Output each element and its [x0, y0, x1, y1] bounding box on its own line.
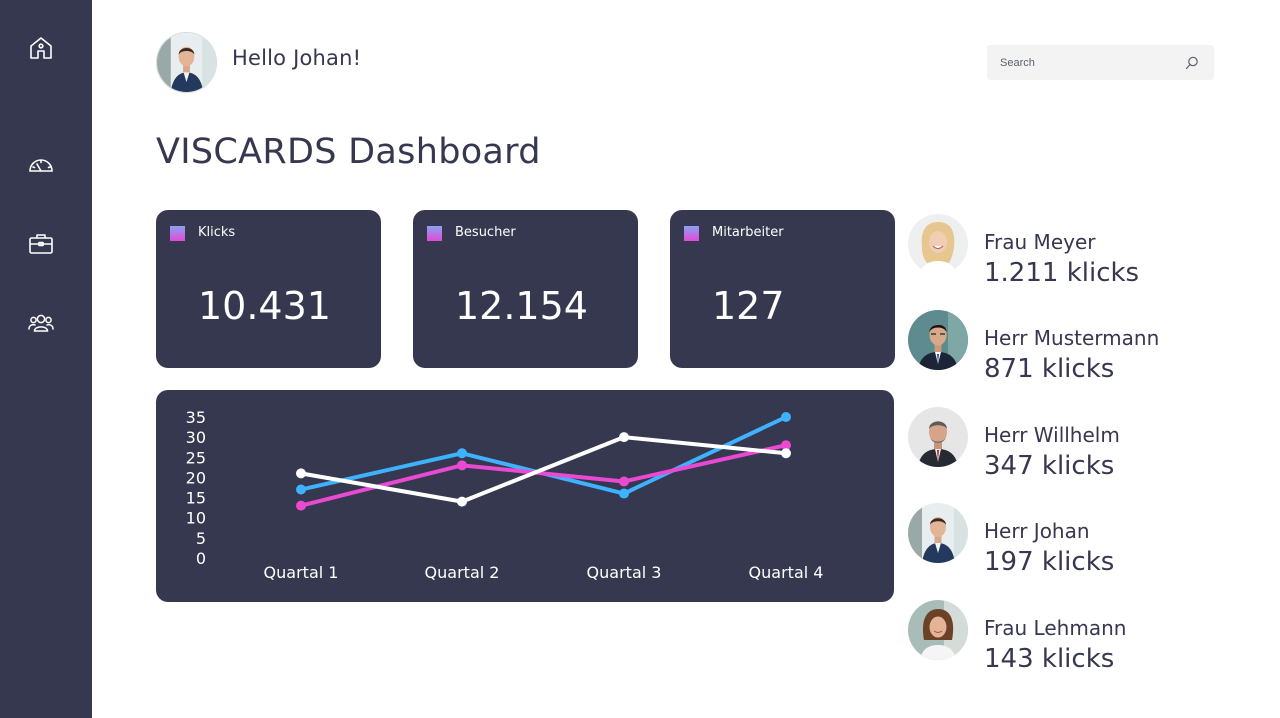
stat-label: Mitarbeiter	[712, 225, 784, 240]
data-point	[457, 448, 467, 459]
chart-card: 0 5 10 15 20 25 30 35 Quartal 1 Quartal 2 Quartal …	[156, 390, 894, 602]
data-point	[296, 484, 306, 495]
person-item-frau-lehmann[interactable]: Frau Lehmann 143 klicks	[908, 600, 1248, 676]
series-line	[300, 415, 787, 496]
series-line	[300, 443, 787, 508]
x-tick-label: Quartal 3	[587, 563, 662, 582]
data-point	[457, 460, 467, 471]
stat-value: 127	[712, 284, 785, 328]
person-klicks: 1.211 klicks	[984, 258, 1140, 288]
data-point	[296, 468, 306, 479]
data-point	[619, 476, 629, 487]
y-tick-label: 15	[186, 489, 206, 508]
x-tick-label: Quartal 1	[264, 563, 339, 582]
users-icon[interactable]	[28, 310, 54, 336]
home-icon[interactable]	[28, 35, 54, 61]
stat-card-mitarbeiter: Mitarbeiter 127	[670, 210, 895, 368]
person-item-herr-mustermann[interactable]: Herr Mustermann 871 klicks	[908, 310, 1248, 386]
person-item-herr-willhelm[interactable]: Herr Willhelm 347 klicks	[908, 407, 1248, 483]
data-point	[619, 432, 629, 443]
sidebar	[0, 0, 92, 718]
avatar	[908, 310, 968, 370]
y-tick-label: 20	[186, 468, 206, 487]
person-klicks: 871 klicks	[984, 354, 1115, 384]
page-title: VISCARDS Dashboard	[156, 132, 541, 172]
speedometer-icon[interactable]	[28, 152, 54, 178]
user-avatar[interactable]	[156, 32, 217, 93]
data-point	[619, 488, 629, 499]
avatar	[908, 214, 968, 274]
person-klicks: 347 klicks	[984, 451, 1115, 481]
y-tick-label: 30	[186, 428, 206, 447]
x-tick-label: Quartal 2	[425, 563, 500, 582]
search-box	[987, 45, 1214, 80]
person-klicks: 197 klicks	[984, 547, 1115, 577]
stat-value: 10.431	[198, 284, 331, 328]
briefcase-icon[interactable]	[28, 231, 54, 257]
avatar	[908, 600, 968, 660]
avatar	[908, 503, 968, 563]
person-name: Frau Lehmann	[984, 616, 1127, 640]
stat-swatch	[427, 226, 442, 241]
y-tick-label: 5	[196, 529, 206, 548]
y-tick-label: 25	[186, 448, 206, 467]
data-point	[457, 496, 467, 507]
avatar	[908, 407, 968, 467]
stat-card-besucher: Besucher 12.154	[413, 210, 638, 368]
data-point	[781, 448, 791, 459]
person-item-herr-johan[interactable]: Herr Johan 197 klicks	[908, 503, 1248, 579]
stat-card-klicks: Klicks 10.431	[156, 210, 381, 368]
person-name: Frau Meyer	[984, 230, 1096, 254]
person-name: Herr Johan	[984, 519, 1090, 543]
series-line	[300, 435, 787, 504]
data-point	[781, 440, 791, 451]
stat-swatch	[170, 226, 185, 241]
search-input[interactable]	[987, 45, 1177, 80]
person-name: Herr Willhelm	[984, 423, 1120, 447]
stat-swatch	[684, 226, 699, 241]
data-point	[781, 412, 791, 422]
person-name: Herr Mustermann	[984, 326, 1160, 350]
data-point	[296, 500, 306, 511]
y-tick-label: 0	[196, 549, 206, 568]
stat-label: Besucher	[455, 225, 516, 240]
y-tick-label: 35	[186, 408, 206, 427]
stat-label: Klicks	[198, 225, 236, 240]
search-icon[interactable]	[1185, 55, 1199, 70]
x-tick-label: Quartal 4	[749, 563, 824, 582]
person-klicks: 143 klicks	[984, 644, 1115, 674]
person-item-frau-meyer[interactable]: Frau Meyer 1.211 klicks	[908, 214, 1248, 290]
stat-value: 12.154	[455, 284, 588, 328]
greeting-text: Hello Johan!	[232, 46, 362, 70]
y-tick-label: 10	[186, 509, 206, 528]
